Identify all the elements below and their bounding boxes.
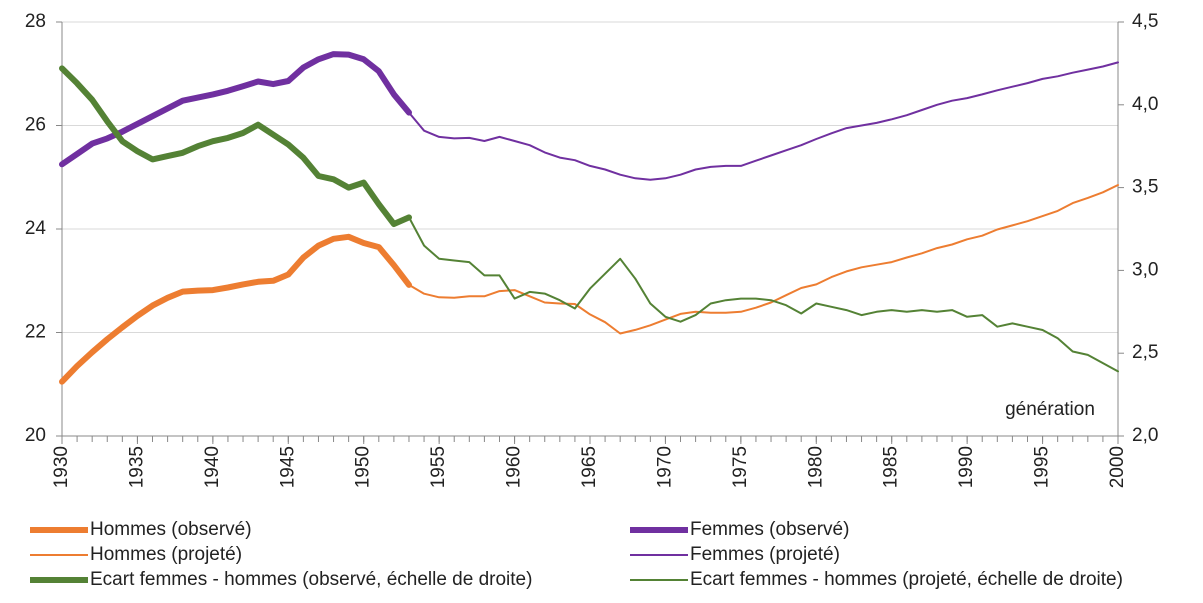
y2-tick-label: 2,5 [1132, 342, 1158, 363]
x-tick-label: 1960 [504, 446, 525, 488]
legend-label: Femmes (projeté) [690, 544, 840, 565]
y-tick-label: 22 [25, 322, 46, 343]
x-tick-label: 1950 [353, 446, 374, 488]
y2-tick-label: 4,0 [1132, 94, 1158, 115]
x-tick-label: 2000 [1107, 446, 1128, 488]
series-line [408, 61, 1119, 181]
legend-label: Ecart femmes - hommes (observé, échelle … [90, 569, 532, 590]
y2-tick-label: 4,5 [1132, 11, 1158, 32]
x-tick-label: 1990 [956, 446, 977, 488]
x-tick-label: 1940 [202, 446, 223, 488]
annotation: génération [1005, 399, 1095, 420]
y-tick-label: 24 [25, 218, 47, 239]
series-line [408, 184, 1119, 335]
legend-label: Femmes (observé) [690, 519, 849, 540]
legend-label: Hommes (projeté) [90, 544, 242, 565]
series-line [59, 51, 412, 168]
x-tick-label: 1935 [126, 446, 147, 488]
y2-tick-label: 3,5 [1132, 177, 1158, 198]
x-tick-label: 1980 [805, 446, 826, 488]
x-tick-label: 1975 [730, 446, 751, 488]
x-tick-label: 1970 [654, 446, 675, 488]
legend-label: Ecart femmes - hommes (projeté, échelle … [690, 569, 1123, 590]
y2-tick-label: 3,0 [1132, 259, 1158, 280]
y-tick-label: 26 [25, 115, 46, 136]
y-tick-label: 20 [25, 425, 46, 446]
x-tick-label: 1955 [428, 446, 449, 488]
series-line [59, 65, 412, 227]
x-tick-label: 1945 [277, 446, 298, 488]
legend-label: Hommes (observé) [90, 519, 252, 540]
x-tick-label: 1985 [881, 446, 902, 488]
x-tick-label: 1965 [579, 446, 600, 488]
x-tick-label: 1995 [1032, 446, 1053, 488]
series-line [59, 233, 412, 385]
series-line [408, 216, 1119, 373]
x-tick-label: 1930 [51, 446, 72, 488]
y2-tick-label: 2,0 [1132, 425, 1158, 446]
y-tick-label: 28 [25, 11, 46, 32]
